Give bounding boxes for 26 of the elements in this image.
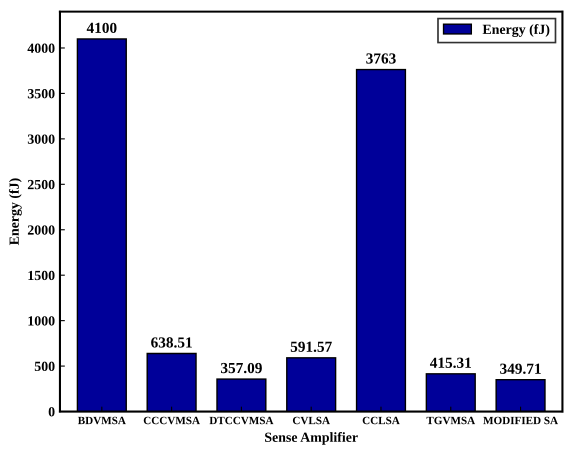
y-tick-label: 1000 [28,316,55,326]
x-tick-label: CVLSA [292,416,330,424]
x-tick-label: DTCCVMSA [210,416,274,424]
legend-label: Energy (fJ) [482,24,550,37]
y-tick-label: 1500 [28,270,55,280]
data-label: 591.57 [290,342,332,352]
data-label: 3763 [366,53,396,64]
data-label: 357.09 [220,362,262,374]
y-tick-label: 500 [34,362,55,372]
y-tick-label: 2500 [28,180,55,190]
x-tick-label: MODIFIED SA [483,416,558,424]
y-tick-label: 3500 [28,89,55,98]
y-tick-label: 4000 [28,44,55,53]
y-tick-label: 2000 [28,225,55,235]
y-axis-title: Energy (fJ) [8,178,22,246]
data-label: 415.31 [430,358,471,368]
data-label: 349.71 [500,364,541,374]
x-tick-label: CCLSA [362,416,400,424]
x-axis-title: Sense Amplifier [265,432,358,445]
data-label: 638.51 [151,337,192,348]
data-label: 4100 [86,22,117,34]
x-tick-label: TGVMSA [426,416,476,424]
x-tick-label: CCCVMSA [144,416,200,424]
y-tick-label: 3000 [28,134,55,144]
y-tick-label: 0 [48,407,55,416]
x-tick-label: BDVMSA [78,416,126,424]
